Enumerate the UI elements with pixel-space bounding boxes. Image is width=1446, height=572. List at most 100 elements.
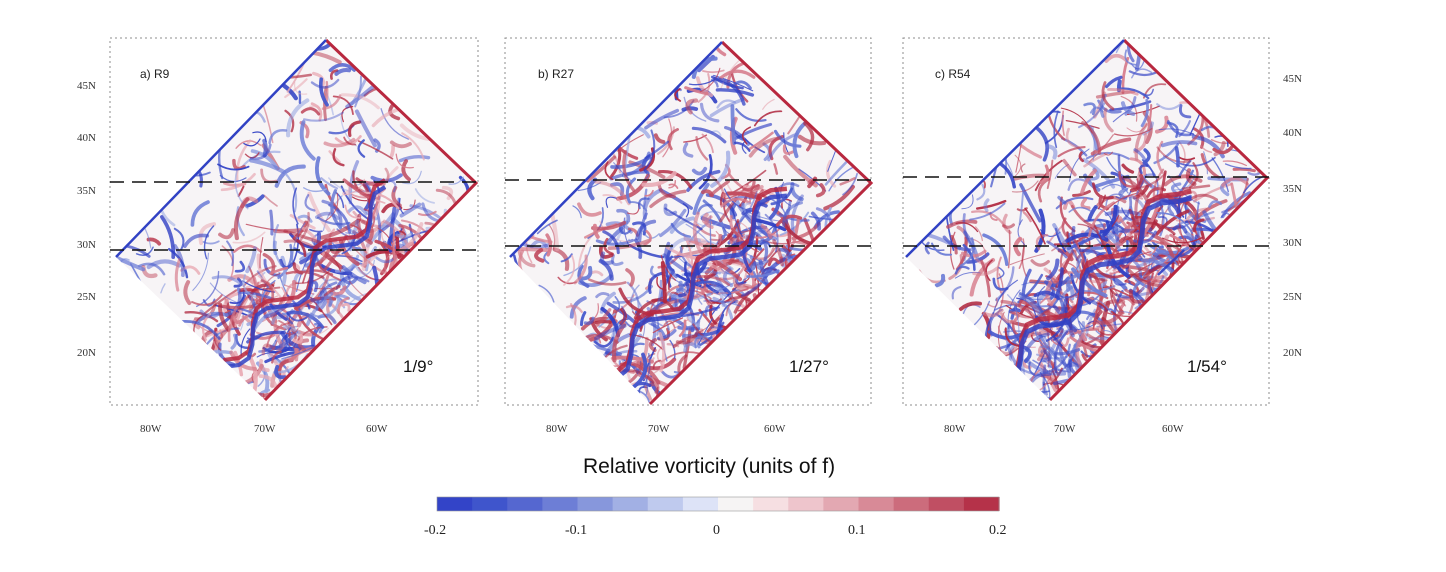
vorticity-filament — [602, 230, 620, 255]
vorticity-filament — [295, 268, 332, 284]
vorticity-filament — [662, 320, 676, 329]
vorticity-filament — [642, 352, 651, 388]
vorticity-filament — [653, 133, 666, 144]
vorticity-filament — [259, 236, 264, 269]
vorticity-filament — [280, 331, 315, 350]
vorticity-filament — [1177, 234, 1198, 258]
vorticity-filament — [332, 148, 345, 167]
vorticity-filament — [663, 318, 689, 338]
vorticity-filament — [1045, 343, 1071, 374]
vorticity-filament — [1083, 218, 1125, 230]
vorticity-filament — [1129, 157, 1147, 176]
vorticity-filament — [341, 106, 354, 123]
vorticity-filament — [1140, 98, 1149, 128]
vorticity-filament — [261, 272, 282, 295]
vorticity-filament — [232, 244, 263, 253]
vorticity-filament — [183, 233, 210, 248]
vorticity-filament — [602, 194, 623, 204]
vorticity-filament — [767, 257, 781, 267]
gulf-stream-filament — [1015, 188, 1192, 369]
vorticity-filament — [773, 163, 779, 175]
vorticity-filament — [577, 202, 602, 217]
vorticity-filament — [261, 343, 276, 356]
vorticity-filament — [283, 284, 315, 295]
colorbar-tick-neg-0-2: -0.2 — [424, 523, 446, 538]
vorticity-filament — [934, 273, 946, 288]
vorticity-filament — [384, 167, 390, 183]
vorticity-filament — [1035, 233, 1049, 251]
vorticity-filament — [1068, 232, 1081, 264]
vorticity-filament — [1124, 263, 1153, 282]
panel-b-frame — [504, 37, 872, 406]
vorticity-filament — [613, 162, 632, 182]
vorticity-filament — [1131, 172, 1167, 190]
vorticity-filament — [1078, 102, 1106, 129]
vorticity-filament — [697, 73, 711, 103]
vorticity-filament — [1178, 104, 1192, 119]
vorticity-filament — [1152, 252, 1178, 266]
vorticity-filament — [587, 207, 604, 239]
vorticity-filament — [598, 245, 614, 259]
panel-b-xtick-60w: 60W — [764, 423, 786, 435]
vorticity-filament — [1037, 286, 1046, 313]
vorticity-filament — [1013, 173, 1046, 181]
vorticity-filament — [179, 265, 201, 275]
vorticity-filament — [174, 257, 182, 292]
vorticity-filament — [792, 121, 807, 159]
vorticity-filament — [249, 357, 258, 393]
vorticity-filament — [691, 166, 708, 176]
vorticity-filament — [337, 276, 370, 288]
vorticity-filament — [218, 228, 235, 240]
vorticity-filament — [675, 331, 699, 345]
vorticity-filament — [643, 230, 652, 246]
vorticity-filament — [1009, 310, 1050, 319]
vorticity-filament — [323, 137, 356, 148]
vorticity-filament — [374, 239, 400, 254]
vorticity-filament — [1101, 183, 1129, 194]
vorticity-filament — [323, 284, 341, 298]
vorticity-filament — [1155, 209, 1190, 236]
vorticity-filament — [332, 95, 354, 115]
vorticity-filament — [307, 191, 331, 233]
vorticity-filament — [778, 247, 792, 259]
vorticity-filament — [694, 335, 707, 349]
vorticity-filament — [138, 262, 166, 276]
panel-b-xtick-70w: 70W — [648, 423, 670, 435]
panel-b-xtick-80w: 80W — [546, 423, 568, 435]
vorticity-filament — [1007, 229, 1011, 269]
vorticity-filament — [1134, 191, 1141, 226]
vorticity-filament — [709, 97, 745, 118]
vorticity-filament — [536, 219, 558, 235]
vorticity-filament — [1011, 298, 1020, 337]
vorticity-filament — [987, 297, 998, 308]
vorticity-filament — [203, 289, 238, 315]
vorticity-filament — [1222, 160, 1247, 167]
vorticity-filament — [748, 131, 774, 151]
vorticity-filament — [1188, 162, 1199, 189]
vorticity-filament — [271, 350, 282, 364]
vorticity-filament — [643, 385, 653, 401]
vorticity-filament — [1039, 164, 1050, 185]
vorticity-filament — [340, 93, 380, 110]
vorticity-filament — [160, 215, 176, 260]
vorticity-filament — [1212, 144, 1235, 155]
vorticity-filament — [1178, 120, 1191, 138]
vorticity-filament — [710, 150, 731, 188]
vorticity-filament — [1061, 110, 1065, 136]
vorticity-filament — [1009, 253, 1045, 266]
vorticity-filament — [370, 173, 403, 183]
vorticity-filament — [719, 191, 724, 206]
vorticity-filament — [287, 292, 315, 328]
vorticity-filament — [173, 227, 185, 251]
vorticity-filament — [701, 212, 713, 225]
vorticity-filament — [572, 205, 582, 219]
vorticity-filament — [595, 291, 610, 299]
vorticity-filament — [698, 154, 713, 190]
vorticity-filament — [1059, 285, 1074, 301]
vorticity-filament — [269, 266, 289, 275]
vorticity-filament — [319, 77, 329, 107]
vorticity-filament — [1040, 373, 1059, 390]
panel-a-ytick-20n: 20N — [77, 347, 96, 359]
vorticity-filament — [660, 254, 677, 281]
vorticity-filament — [1208, 200, 1223, 208]
